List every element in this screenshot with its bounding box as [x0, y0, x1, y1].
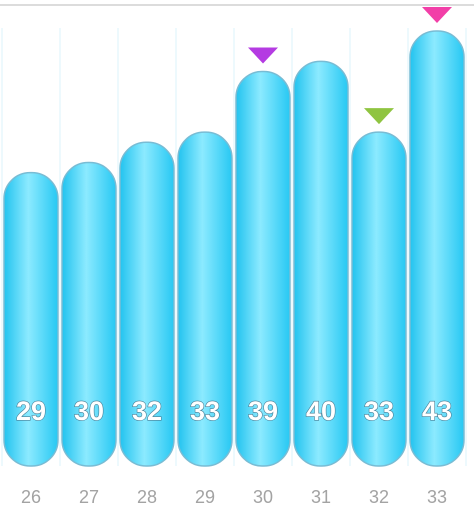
value-label-33: 43 [422, 396, 452, 426]
bar-31 [293, 60, 349, 467]
markers [248, 7, 452, 125]
category-label-26: 26 [21, 487, 41, 507]
value-label-29: 33 [190, 396, 220, 426]
bar-33 [409, 30, 465, 467]
value-label-28: 32 [132, 396, 162, 426]
bar-27 [61, 161, 117, 467]
value-label-27: 30 [74, 396, 104, 426]
bar-29 [177, 131, 233, 467]
bar-32 [351, 131, 407, 467]
labels: 29 26 30 27 32 28 33 29 39 30 40 31 33 32 43 33 [15, 395, 452, 507]
gridlines [1, 28, 467, 466]
marker-triangle-33 [422, 7, 452, 23]
bars [3, 30, 465, 467]
bar-26 [3, 171, 59, 467]
bar-30 [235, 70, 291, 467]
category-label-27: 27 [79, 487, 99, 507]
marker-triangle-32 [364, 108, 394, 125]
category-label-33: 33 [427, 487, 447, 507]
value-label-26: 29 [16, 396, 46, 426]
value-label-31: 40 [306, 396, 336, 426]
category-label-29: 29 [195, 487, 215, 507]
bar-28 [119, 141, 175, 467]
value-label-32: 33 [364, 396, 394, 426]
category-label-28: 28 [137, 487, 157, 507]
category-label-30: 30 [253, 487, 273, 507]
category-label-31: 31 [311, 487, 331, 507]
marker-triangle-30 [248, 47, 278, 64]
value-label-30: 39 [248, 396, 278, 426]
category-label-32: 32 [369, 487, 389, 507]
